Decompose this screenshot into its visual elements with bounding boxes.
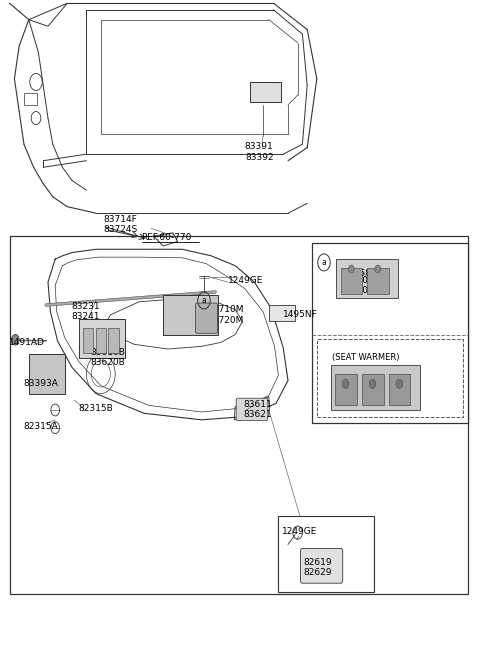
Text: 1491AD: 1491AD — [9, 338, 45, 347]
Bar — [278, 516, 374, 592]
Text: a: a — [322, 258, 326, 267]
Bar — [96, 328, 106, 353]
Bar — [341, 268, 362, 294]
Text: 93580A: 93580A — [348, 366, 383, 375]
Bar — [362, 374, 384, 405]
Text: 83393A: 83393A — [23, 379, 58, 388]
Text: 83710M
83720M: 83710M 83720M — [207, 305, 244, 325]
Bar — [163, 295, 218, 335]
Bar — [336, 259, 398, 298]
Text: 83391
83392: 83391 83392 — [245, 142, 274, 162]
Bar — [317, 339, 463, 417]
Bar — [29, 354, 65, 394]
Bar — [335, 374, 357, 405]
Bar — [250, 82, 281, 102]
Bar — [79, 319, 125, 358]
FancyBboxPatch shape — [300, 548, 343, 583]
FancyBboxPatch shape — [195, 303, 217, 333]
Circle shape — [396, 379, 403, 388]
Text: 83714F
83724S: 83714F 83724S — [103, 215, 137, 234]
Text: (SEAT WARMER): (SEAT WARMER) — [332, 353, 399, 362]
Text: a: a — [202, 296, 206, 305]
Bar — [24, 93, 37, 105]
Text: 1249GE: 1249GE — [282, 527, 318, 536]
Text: 82619
82629: 82619 82629 — [303, 558, 332, 577]
Bar — [83, 328, 93, 353]
Text: 83610B
83620B: 83610B 83620B — [90, 348, 125, 367]
Text: 93580A: 93580A — [348, 269, 383, 278]
Bar — [269, 305, 295, 321]
Text: REF.60-770: REF.60-770 — [142, 233, 192, 242]
Text: 1495NF: 1495NF — [283, 310, 318, 319]
Circle shape — [375, 265, 381, 273]
Text: 83231
83241: 83231 83241 — [71, 302, 100, 321]
Bar — [367, 268, 389, 294]
Text: 82315A: 82315A — [23, 422, 58, 431]
Bar — [312, 243, 468, 423]
Circle shape — [12, 335, 19, 345]
Text: 82315B: 82315B — [78, 403, 113, 413]
Circle shape — [348, 265, 354, 273]
Bar — [10, 236, 468, 594]
Text: 83301
83302: 83301 83302 — [346, 276, 374, 295]
Bar — [108, 328, 119, 353]
Bar — [389, 374, 410, 405]
FancyBboxPatch shape — [236, 398, 268, 420]
Circle shape — [342, 379, 349, 388]
Polygon shape — [154, 233, 178, 246]
Circle shape — [369, 379, 376, 388]
Text: 83611
83621: 83611 83621 — [244, 400, 273, 419]
Bar — [331, 365, 420, 410]
Text: 1249GE: 1249GE — [228, 276, 264, 285]
